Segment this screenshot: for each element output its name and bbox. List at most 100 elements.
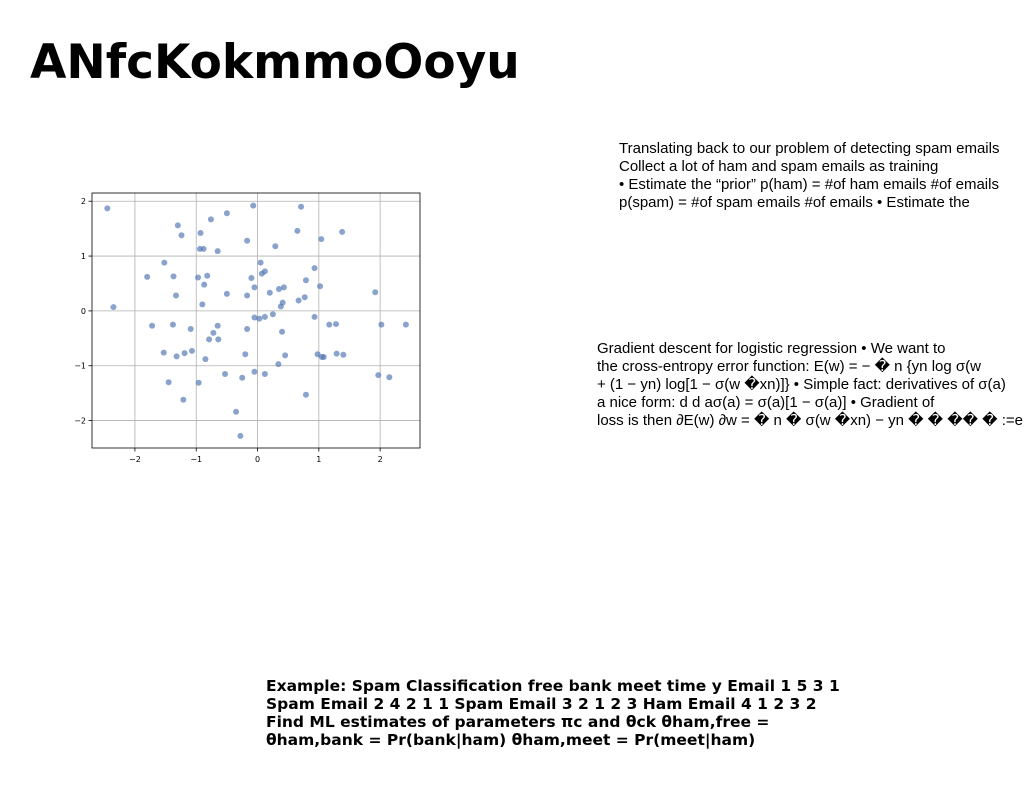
spam-text-block: Translating back to our problem of detec…	[619, 140, 1024, 212]
data-point	[204, 272, 211, 279]
data-point	[302, 391, 309, 398]
scatter-chart: −2 −1 0 1 2 2 1 0 −1 −2	[74, 192, 421, 464]
data-point	[257, 259, 264, 266]
slide-title: ANfcKokmmoOoyu	[30, 35, 520, 90]
data-point	[244, 326, 251, 332]
data-point	[378, 321, 385, 328]
data-point	[178, 232, 185, 239]
plot-frame	[91, 192, 421, 449]
data-point	[340, 351, 347, 358]
text-line: Collect a lot of ham and spam emails as …	[619, 158, 939, 175]
data-point	[172, 292, 179, 299]
text-line: Translating back to our problem of detec…	[619, 140, 1000, 157]
data-point	[161, 259, 168, 266]
data-point	[239, 374, 246, 381]
text-line: + (1 − yn) log[1 − σ(w �xn)]} • Simple f…	[597, 376, 1006, 393]
data-point	[199, 301, 206, 308]
data-point	[251, 314, 258, 321]
data-point	[375, 372, 382, 379]
data-point	[233, 408, 240, 415]
data-point	[248, 275, 255, 281]
text-line: • Estimate the “prior” p(ham) = #of ham …	[619, 176, 999, 193]
text-line: Spam Email 2 4 2 1 1 Spam Email 3 2 1 2 …	[266, 695, 817, 713]
data-point	[169, 321, 176, 328]
data-point	[302, 277, 309, 284]
data-point	[295, 297, 302, 304]
x-tick-label: −1	[190, 455, 202, 464]
data-point	[275, 361, 282, 368]
text-line: p(spam) = #of spam emails #of emails • E…	[619, 194, 970, 211]
data-point	[279, 328, 286, 335]
x-tick-label: 2	[378, 455, 383, 464]
data-point	[149, 322, 156, 329]
gradient-text-block: Gradient descent for logistic regression…	[597, 340, 1024, 430]
grid-lines	[92, 193, 420, 448]
data-point	[214, 322, 221, 329]
scatter-points	[104, 202, 409, 439]
data-point	[266, 289, 273, 296]
data-point	[207, 216, 214, 223]
data-point	[269, 311, 276, 318]
data-point	[261, 268, 268, 275]
data-point	[197, 230, 204, 237]
data-point	[165, 379, 172, 386]
data-point	[174, 222, 181, 229]
data-point	[180, 396, 187, 403]
data-point	[104, 205, 111, 212]
data-point	[261, 370, 268, 377]
x-tick-label: 0	[255, 455, 260, 464]
x-tick-label: −2	[129, 455, 141, 464]
data-point	[173, 353, 180, 360]
data-point	[237, 432, 244, 439]
y-tick-label: −1	[74, 362, 86, 371]
data-point	[320, 353, 327, 360]
data-point	[275, 285, 282, 292]
data-point	[214, 248, 221, 255]
data-point	[261, 313, 268, 320]
data-point	[170, 273, 177, 280]
text-line: a nice form: d d aσ(a) = σ(a)[1 − σ(a)] …	[597, 394, 935, 411]
data-point	[206, 336, 213, 343]
axis-ticks: −2 −1 0 1 2 2 1 0 −1 −2	[74, 197, 382, 464]
data-point	[242, 351, 249, 358]
data-point	[311, 265, 318, 272]
data-point	[282, 352, 289, 359]
data-point	[144, 273, 151, 280]
data-point	[272, 243, 279, 250]
data-point	[301, 294, 308, 301]
example-text-block: Example: Spam Classification free bank m…	[266, 677, 966, 749]
data-point	[256, 315, 263, 322]
text-line: the cross-entropy error function: E(w) =…	[597, 358, 981, 375]
data-point	[318, 236, 325, 243]
data-point	[339, 228, 346, 235]
data-point	[244, 292, 251, 299]
data-point	[386, 374, 393, 381]
data-point	[215, 336, 222, 343]
data-point	[251, 368, 258, 375]
x-tick-label: 1	[316, 455, 321, 464]
data-point	[402, 321, 409, 328]
data-point	[200, 245, 207, 252]
y-tick-label: 0	[81, 307, 86, 316]
y-tick-label: 1	[81, 252, 86, 261]
text-line: θham,bank = Pr(bank|ham) θham,meet = Pr(…	[266, 731, 756, 749]
data-point	[201, 281, 208, 288]
text-line: loss is then ∂E(w) ∂w = � n � σ(w �xn) −…	[597, 412, 1024, 429]
text-line: Example: Spam Classification free bank m…	[266, 677, 840, 695]
data-point	[333, 321, 340, 328]
data-point	[181, 350, 188, 357]
y-tick-label: −2	[74, 417, 86, 426]
data-point	[250, 202, 257, 209]
data-point	[326, 321, 333, 328]
data-point	[187, 326, 194, 332]
y-tick-label: 2	[81, 197, 86, 206]
data-point	[279, 299, 286, 306]
text-line: Find ML estimates of parameters πc and θ…	[266, 713, 770, 731]
data-point	[298, 203, 305, 210]
data-point	[317, 283, 324, 290]
data-point	[294, 227, 301, 234]
data-point	[223, 290, 230, 297]
data-point	[188, 347, 195, 354]
data-point	[251, 284, 258, 291]
